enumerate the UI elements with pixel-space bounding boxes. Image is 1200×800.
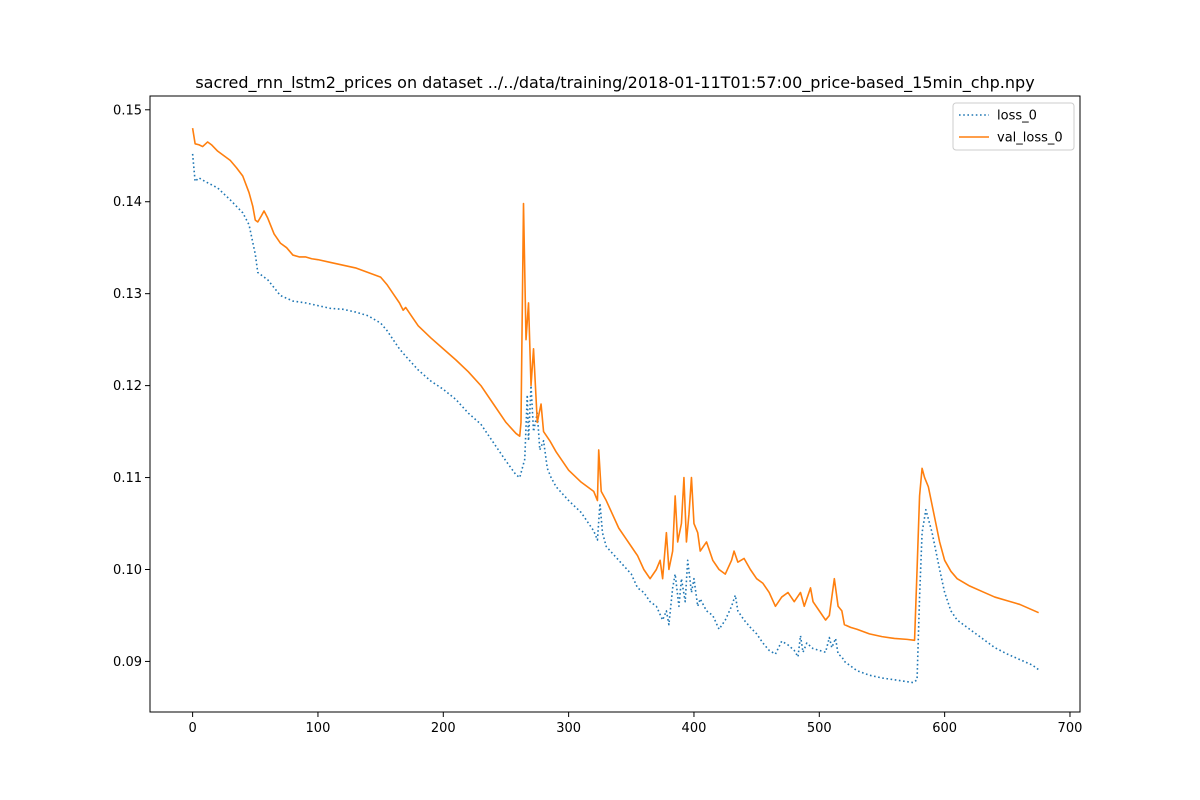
y-tick-label: 0.10 bbox=[113, 563, 142, 578]
legend-label-loss-0: loss_0 bbox=[997, 109, 1037, 124]
x-tick-label: 200 bbox=[431, 721, 456, 736]
x-tick-label: 400 bbox=[682, 721, 707, 736]
chart-title: sacred_rnn_lstm2_prices on dataset ../..… bbox=[195, 73, 1034, 93]
y-tick-label: 0.14 bbox=[113, 195, 142, 210]
y-tick-label: 0.11 bbox=[113, 471, 142, 486]
axes-layer: 0 100 200 300 400 500 600 700 0.09 0.10 0.11 0.12 0.… bbox=[113, 95, 1083, 736]
legend-box bbox=[952, 102, 1075, 151]
x-tick-label: 600 bbox=[932, 721, 957, 736]
series-layer bbox=[191, 128, 1040, 684]
x-tick-label: 100 bbox=[306, 721, 331, 736]
series-line-val-loss-0 bbox=[191, 128, 1039, 642]
x-tick-label: 300 bbox=[556, 721, 581, 736]
plot-frame bbox=[149, 95, 1081, 713]
y-tick-label: 0.09 bbox=[113, 655, 142, 670]
legend-label-val-loss-0: val_loss_0 bbox=[997, 131, 1063, 146]
legend: loss_0 val_loss_0 bbox=[952, 102, 1075, 151]
x-tick-label: 700 bbox=[1058, 721, 1083, 736]
x-tick-label: 500 bbox=[807, 721, 832, 736]
y-tick-label: 0.15 bbox=[113, 103, 142, 118]
x-tick-label: 0 bbox=[188, 721, 196, 736]
y-tick-label: 0.13 bbox=[113, 287, 142, 302]
y-tick-label: 0.12 bbox=[113, 379, 142, 394]
